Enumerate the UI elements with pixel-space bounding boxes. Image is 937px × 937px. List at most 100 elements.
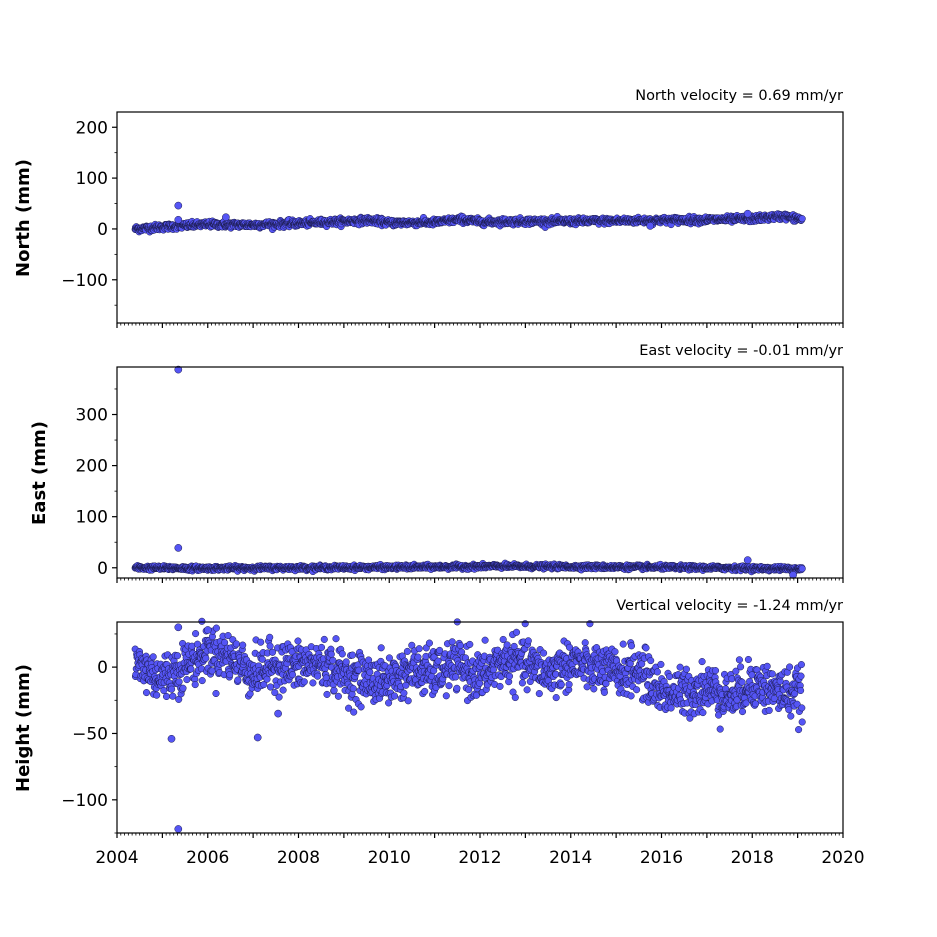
data-point (448, 638, 456, 646)
y-axis-label: Height (mm) (13, 664, 34, 792)
data-point (348, 651, 357, 659)
data-point (334, 692, 342, 700)
y-tick-label: 100 (76, 508, 108, 528)
data-point (202, 654, 210, 662)
data-point (309, 679, 317, 687)
data-point (266, 633, 274, 641)
outlier-point (174, 201, 183, 210)
data-point (198, 677, 206, 685)
data-point (445, 682, 453, 690)
data-point (173, 652, 182, 660)
data-point (557, 681, 565, 689)
data-point (193, 640, 202, 648)
y-tick-label: −100 (61, 271, 108, 291)
data-point (320, 635, 328, 643)
y-axis-label: East (mm) (29, 421, 50, 525)
data-point (404, 697, 412, 705)
axes-frame (116, 366, 844, 579)
data-point (565, 643, 574, 651)
data-point (518, 679, 526, 687)
data-point (279, 686, 287, 694)
y-tick-label: 100 (76, 169, 108, 189)
data-point (535, 690, 543, 698)
data-point (466, 640, 474, 648)
y-tick-label: 0 (97, 559, 108, 579)
data-point (271, 688, 279, 697)
data-point (268, 648, 277, 656)
data-point (329, 656, 337, 664)
data-point (142, 689, 151, 697)
data-point (552, 694, 560, 702)
data-point (512, 628, 521, 636)
data-point (345, 704, 353, 712)
data-point (192, 630, 200, 638)
data-point (224, 632, 232, 640)
data-point (499, 635, 507, 644)
data-point (314, 672, 322, 680)
y-tick-label: 200 (76, 457, 108, 477)
data-point (798, 565, 806, 573)
data-point (350, 708, 358, 716)
outlier-point (174, 215, 183, 224)
data-point (385, 699, 393, 707)
data-point (226, 671, 234, 679)
data-point (212, 689, 220, 698)
data-point (390, 692, 399, 700)
data-point (511, 693, 519, 702)
data-point (221, 638, 229, 647)
x-ticks (116, 323, 844, 328)
data-point (540, 649, 548, 657)
data-point (175, 678, 183, 686)
data-point (179, 684, 187, 692)
data-point (232, 640, 240, 648)
data-point (338, 650, 346, 658)
data-point (168, 685, 176, 693)
data-point (565, 680, 573, 688)
data-point (503, 641, 511, 649)
panel-north: North velocity = 0.69 mm/yr North (mm) −… (13, 88, 844, 328)
data-point (234, 676, 242, 684)
y-tick-label: 0 (97, 220, 108, 240)
outlier-point (174, 365, 183, 374)
data-point (275, 693, 283, 701)
data-point (160, 686, 168, 695)
panel-title: North velocity = 0.69 mm/yr (635, 88, 843, 104)
data-point (453, 684, 461, 692)
data-point (365, 656, 373, 664)
data-point (332, 635, 340, 643)
data-point (442, 692, 450, 700)
data-point (327, 650, 335, 658)
data-point (521, 620, 529, 628)
outlier-point (743, 556, 752, 564)
data-point (434, 657, 442, 665)
data-points (131, 365, 806, 579)
panel-title: East velocity = -0.01 mm/yr (639, 343, 843, 359)
y-axis-label: North (mm) (13, 159, 34, 277)
data-point (349, 685, 357, 693)
data-point (496, 682, 504, 690)
data-point (414, 653, 422, 661)
data-point (187, 665, 195, 673)
data-point (425, 639, 433, 647)
x-ticks (116, 578, 844, 583)
data-point (260, 681, 268, 689)
data-point (377, 644, 385, 652)
data-point (183, 676, 191, 684)
outlier-point (743, 209, 752, 218)
data-point (489, 666, 497, 674)
data-point (523, 686, 531, 694)
data-point (288, 671, 297, 679)
data-point (521, 671, 530, 679)
data-point (415, 645, 423, 653)
data-point (198, 617, 206, 625)
data-point (212, 624, 220, 632)
data-point (581, 639, 589, 647)
data-points (131, 617, 806, 833)
data-point (263, 675, 271, 683)
outlier-point (174, 544, 183, 552)
